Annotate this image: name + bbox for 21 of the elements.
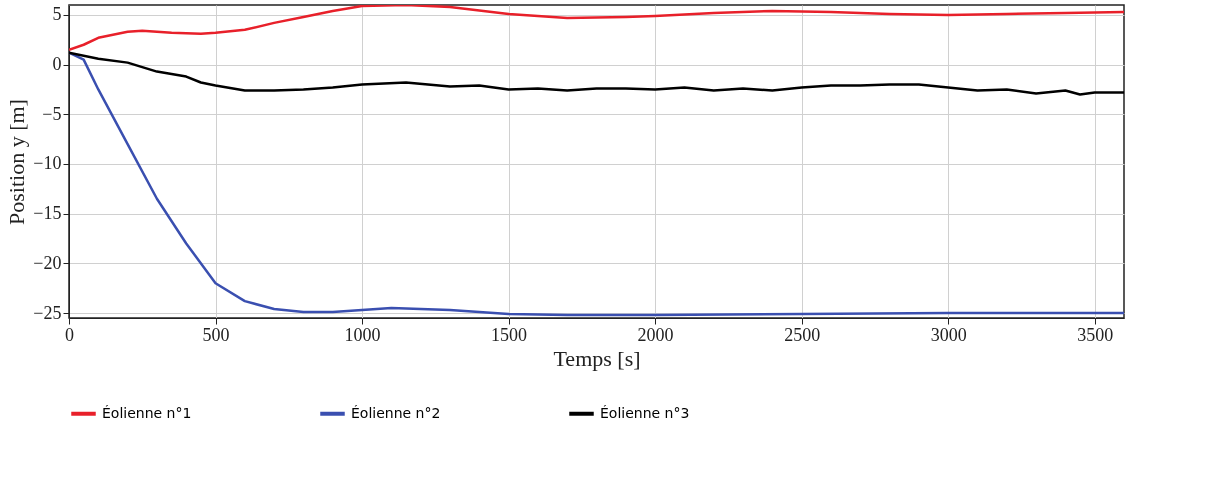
x-tick-label: 3000 xyxy=(930,324,967,345)
y-tick-label: −10 xyxy=(33,153,62,174)
legend-label: Éolienne n°2 xyxy=(351,404,441,421)
x-tick-label: 3500 xyxy=(1077,324,1114,345)
line-series xyxy=(69,51,1124,96)
y-tick-label: −25 xyxy=(33,302,62,323)
line-series xyxy=(69,5,1124,51)
y-tick-label: −15 xyxy=(33,203,62,224)
x-tick-label: 2000 xyxy=(637,324,674,345)
y-tick-label: 0 xyxy=(52,54,62,75)
legend-label: Éolienne n°3 xyxy=(600,404,690,421)
x-tick-label: 500 xyxy=(202,324,230,345)
y-axis-title: Position y [m] xyxy=(4,99,30,225)
y-tick-label: −5 xyxy=(42,103,62,124)
y-tick-label: −20 xyxy=(33,252,62,273)
legend-label: Éolienne n°1 xyxy=(102,404,192,421)
x-tick-label: 2500 xyxy=(784,324,821,345)
x-tick-label: 1000 xyxy=(344,324,381,345)
x-tick-label: 1500 xyxy=(491,324,528,345)
x-axis-title: Temps [s] xyxy=(553,345,641,371)
y-tick-label: 5 xyxy=(52,4,62,25)
